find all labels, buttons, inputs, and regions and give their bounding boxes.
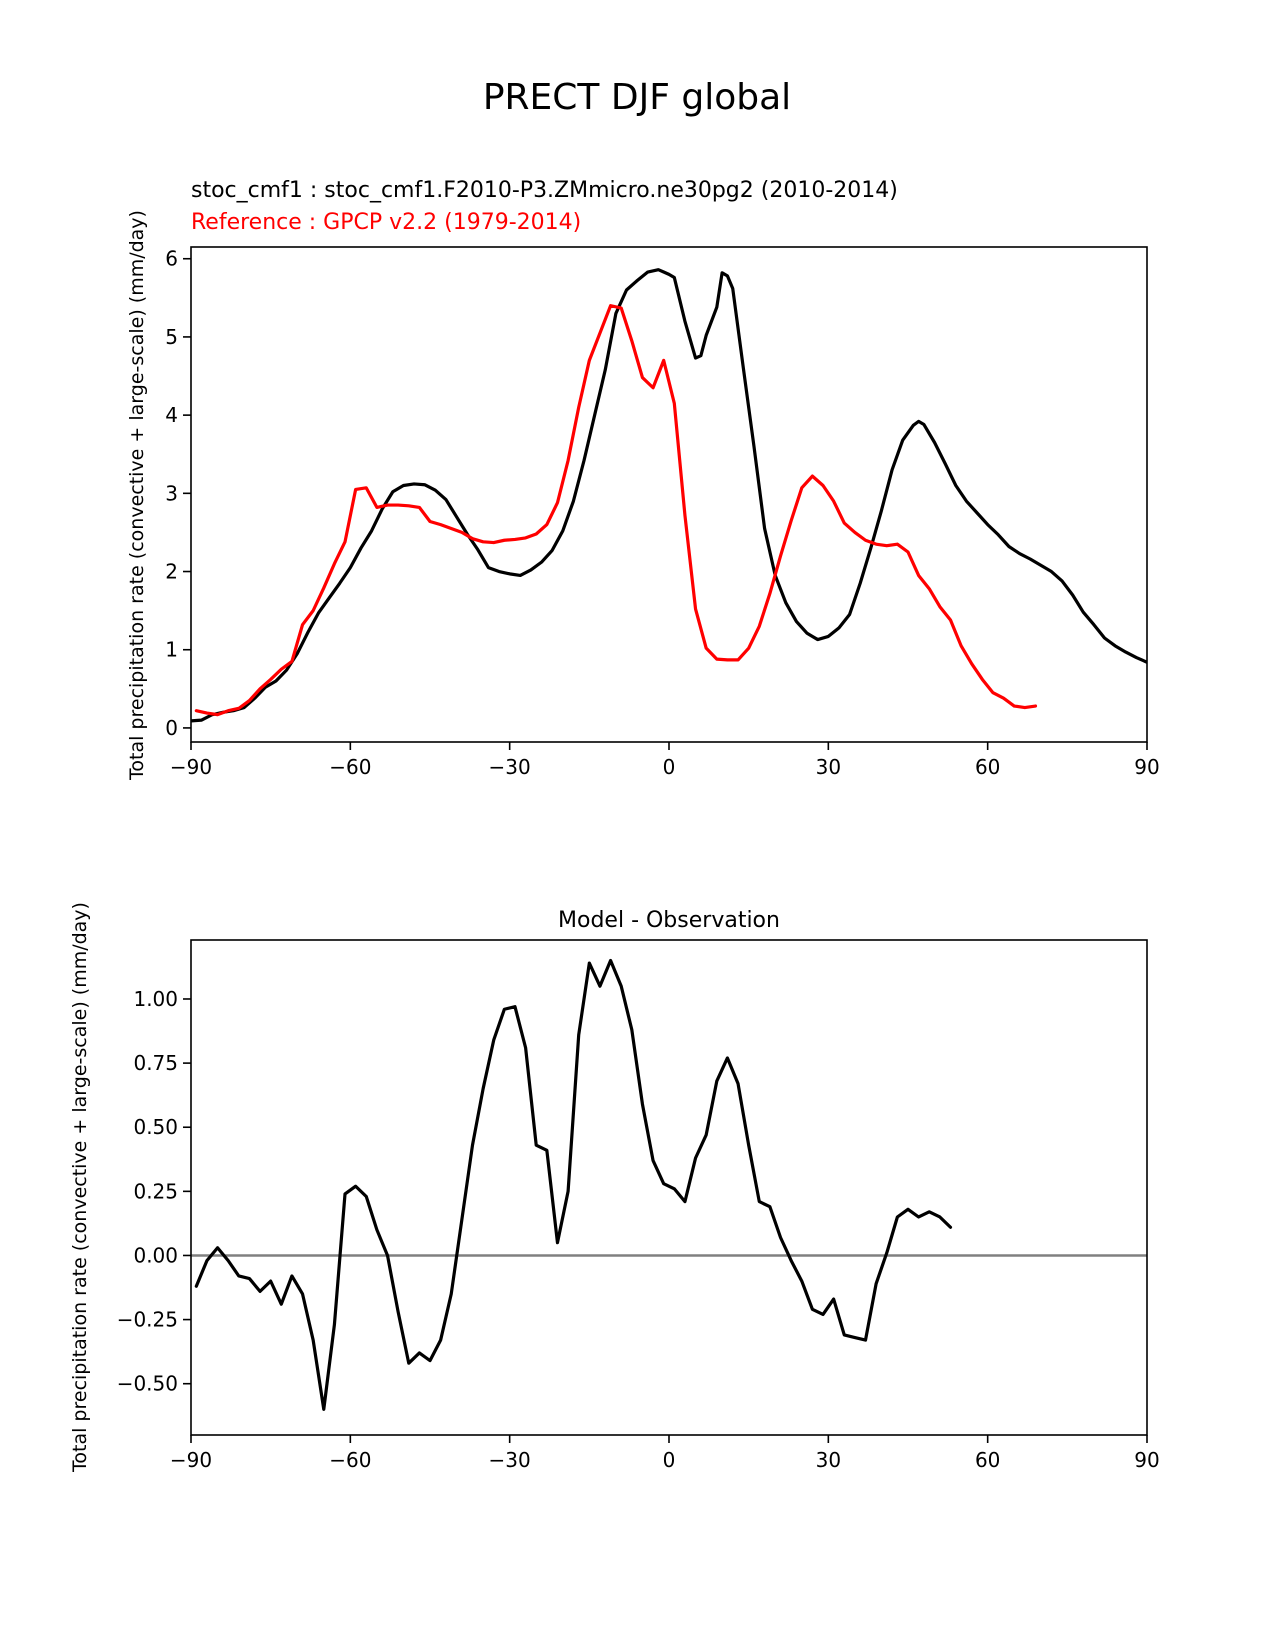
chart-0-xtick-label: 0 <box>663 755 676 779</box>
top-panel: −90 −60 −30 0 30 60 90 0 1 2 3 4 5 6 Total precipitati… <box>126 178 1160 781</box>
chart-0-ytick-label: 6 <box>165 247 178 271</box>
chart-1-series-0-line <box>194 958 953 1411</box>
chart-1-ytick-label: −0.25 <box>117 1308 178 1332</box>
chart-0-xtick-label: 90 <box>1134 755 1159 779</box>
chart-0-ytick-label: 5 <box>165 325 178 349</box>
chart-0-ytick-label: 1 <box>165 638 178 662</box>
chart-1-xtick-label: 30 <box>816 1448 841 1472</box>
chart-0-xtick-label: 30 <box>816 755 841 779</box>
chart-1-ytick-label: −0.50 <box>117 1372 178 1396</box>
chart-1-ytick-label: 1.00 <box>133 987 178 1011</box>
chart-1-ytick-label: 0.75 <box>133 1051 178 1075</box>
chart-1-title: Model - Observation <box>558 908 780 933</box>
chart-0-series-group <box>191 268 1147 723</box>
chart-0-ytick-label: 2 <box>165 560 178 584</box>
chart-0-series-1-line <box>194 304 1038 717</box>
chart-0-xtick-label: −60 <box>329 755 371 779</box>
chart-1-xtick-label: 0 <box>663 1448 676 1472</box>
chart-1-ytick-label: 0.00 <box>133 1243 178 1267</box>
chart-1-xtick-label: 60 <box>975 1448 1000 1472</box>
chart-0-ytick-label: 3 <box>165 481 178 505</box>
chart-1-series-group <box>194 958 953 1411</box>
chart-0-xtick-label: −30 <box>489 755 531 779</box>
chart-0-ref-label: Reference : GPCP v2.2 (1979-2014) <box>191 210 581 235</box>
bottom-panel: −90 −60 −30 0 30 60 90 −0.50 −0.25 0.00 0.25 0.50 0.… <box>69 902 1160 1473</box>
chart-0-xtick-label: 60 <box>975 755 1000 779</box>
chart-0-ytick-label: 4 <box>165 403 178 427</box>
chart-1-ylabel: Total precipitation rate (convective + l… <box>69 902 91 1473</box>
chart-0-ylabel: Total precipitation rate (convective + l… <box>126 210 148 781</box>
chart-0-test-label: stoc_cmf1 : stoc_cmf1.F2010-P3.ZMmicro.n… <box>191 178 898 203</box>
chart-1-xtick-label: −60 <box>329 1448 371 1472</box>
figure-title: PRECT DJF global <box>483 77 791 118</box>
chart-0-ytick-label: 0 <box>165 716 178 740</box>
chart-1-xtick-label: 90 <box>1134 1448 1159 1472</box>
chart-0-axes-frame <box>190 246 1148 743</box>
chart-0-series-0-line <box>191 268 1147 723</box>
chart-1-ytick-label: 0.50 <box>133 1115 178 1139</box>
chart-0-xtick-label: −90 <box>170 755 212 779</box>
chart-1-ytick-label: 0.25 <box>133 1179 178 1203</box>
chart-1-xtick-label: −30 <box>489 1448 531 1472</box>
chart-1-xtick-label: −90 <box>170 1448 212 1472</box>
